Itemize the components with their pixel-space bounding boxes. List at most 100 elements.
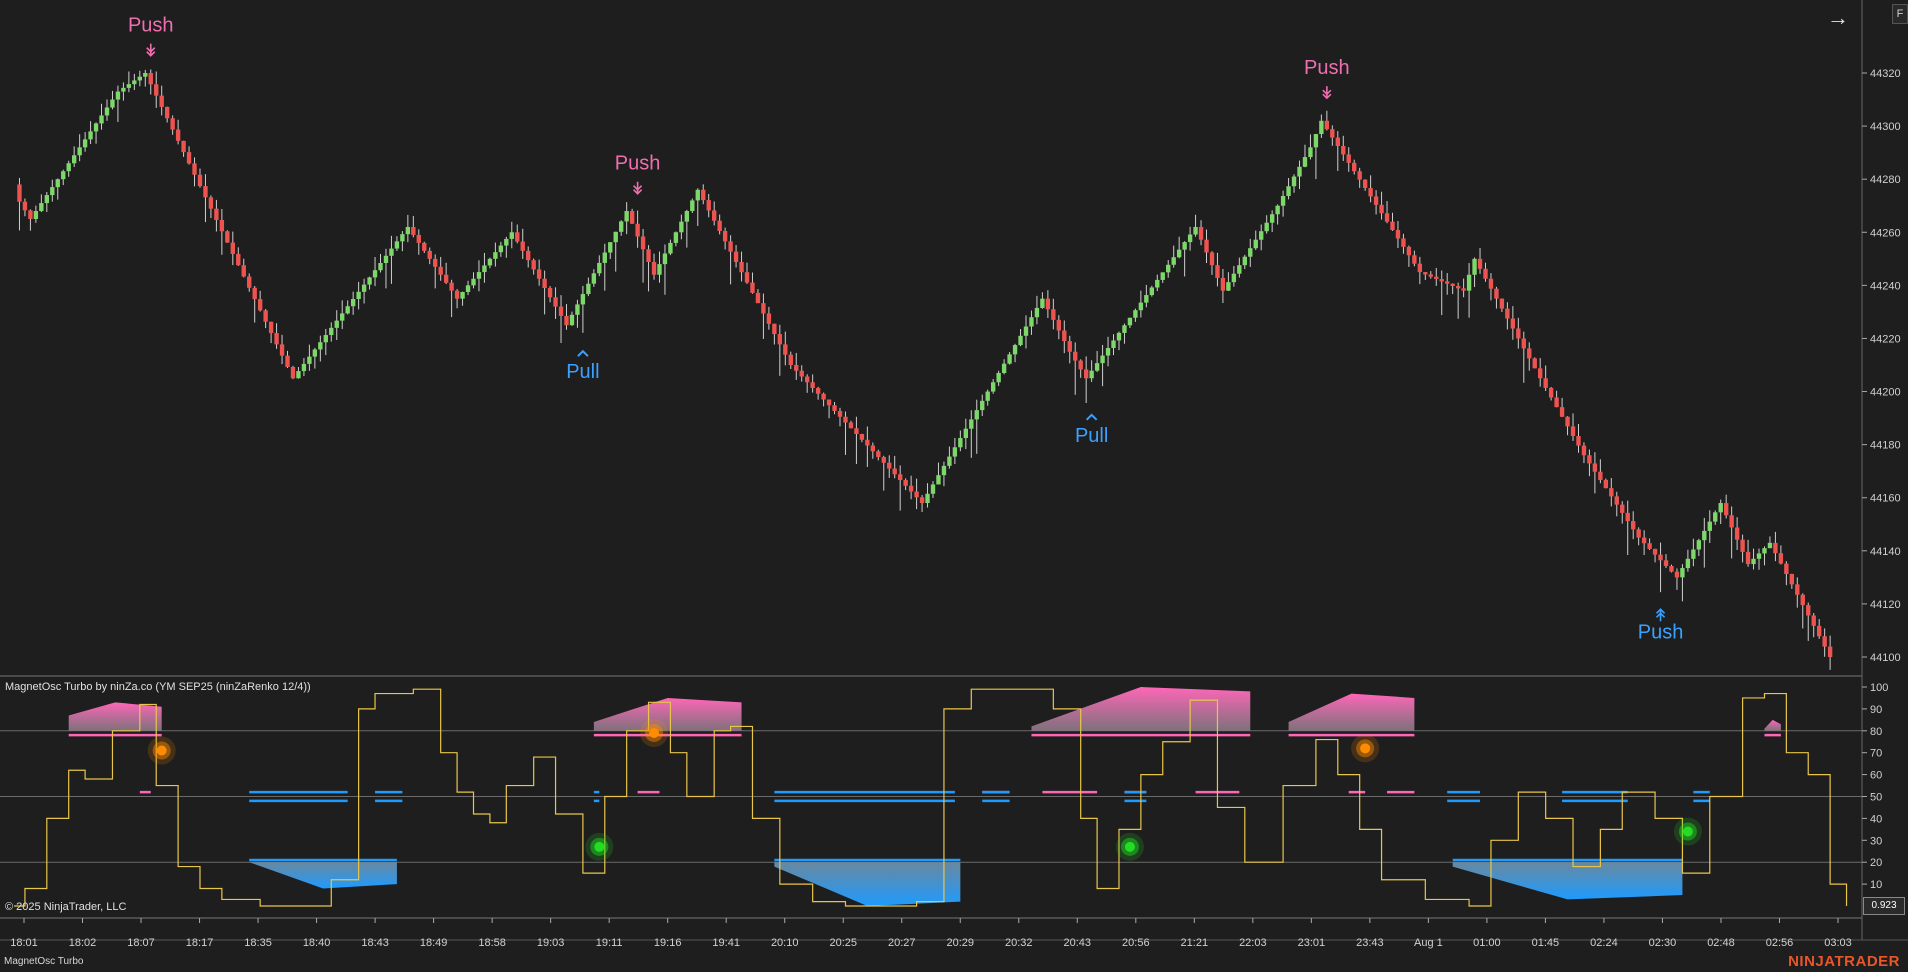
candle-down bbox=[1587, 455, 1592, 464]
candle-up bbox=[383, 255, 389, 263]
candle-down bbox=[154, 84, 159, 96]
candle-down bbox=[744, 272, 750, 283]
candle-up bbox=[930, 484, 936, 494]
candle-up bbox=[340, 313, 345, 321]
time-tick-label: 18:07 bbox=[127, 937, 155, 949]
candle-down bbox=[1745, 551, 1751, 565]
arrow-right-icon[interactable]: → bbox=[1827, 5, 1849, 30]
candle-down bbox=[1510, 318, 1516, 329]
candle-up bbox=[1685, 558, 1691, 569]
f-button[interactable]: F bbox=[1892, 4, 1908, 24]
candle-down bbox=[1045, 298, 1051, 310]
candle-down bbox=[279, 344, 285, 356]
indicator-tab[interactable]: MagnetOsc Turbo bbox=[4, 956, 84, 967]
time-tick-label: 19:41 bbox=[712, 937, 740, 949]
time-tick-label: 19:03 bbox=[537, 937, 565, 949]
magnet-high-zone bbox=[593, 697, 742, 731]
oscillator-panel[interactable] bbox=[0, 687, 1862, 907]
price-tick-label: 44260 bbox=[1870, 227, 1901, 239]
price-axis[interactable]: 44100 44120 44140 44160 44180 44200 44220 44240… bbox=[1862, 68, 1901, 664]
candle-up bbox=[1762, 548, 1767, 554]
candle-up bbox=[969, 419, 974, 429]
candle-down bbox=[777, 334, 783, 345]
candle-up bbox=[597, 262, 602, 274]
candle-up bbox=[1466, 274, 1472, 291]
candle-down bbox=[1417, 263, 1423, 273]
candle-down bbox=[733, 251, 739, 262]
candle-down bbox=[1379, 204, 1384, 214]
candle-up bbox=[1756, 553, 1762, 559]
time-tick-label: 23:01 bbox=[1298, 937, 1326, 949]
candle-down bbox=[1461, 288, 1466, 291]
price-panel[interactable] bbox=[0, 0, 1908, 941]
candle-up bbox=[1105, 348, 1111, 356]
candle-down bbox=[810, 382, 815, 389]
candle-up bbox=[493, 252, 498, 259]
candle-down bbox=[1499, 298, 1505, 309]
candle-down bbox=[1362, 179, 1368, 189]
candle-down bbox=[164, 106, 170, 119]
candle-up bbox=[1707, 521, 1712, 531]
candle-down bbox=[897, 474, 903, 481]
candle-down bbox=[1488, 278, 1494, 289]
candle-down bbox=[1494, 288, 1499, 299]
oscillator-axis[interactable]: 10 20 30 40 50 60 70 80 90 100 bbox=[1862, 682, 1888, 891]
candle-down bbox=[1603, 479, 1609, 489]
candle-up bbox=[1176, 249, 1182, 258]
candle-up bbox=[1259, 231, 1264, 240]
candle-down bbox=[1620, 504, 1625, 513]
indicator-title: MagnetOsc Turbo by ninZa.co (YM SEP25 (n… bbox=[5, 681, 311, 693]
candle-up bbox=[974, 410, 979, 420]
candle-up bbox=[690, 200, 695, 212]
candle-up bbox=[1702, 530, 1707, 541]
candle-down bbox=[826, 399, 832, 406]
candle-up bbox=[137, 76, 143, 81]
candle-up bbox=[99, 115, 104, 124]
candle-up bbox=[126, 84, 132, 88]
candle-up bbox=[1242, 256, 1247, 266]
time-tick-label: 23:43 bbox=[1356, 937, 1384, 949]
candle-down bbox=[843, 416, 848, 423]
price-tick-label: 44280 bbox=[1870, 174, 1901, 186]
time-axis[interactable]: 18:01 18:02 18:07 18:17 18:35 18:40 18:43 18:49… bbox=[10, 918, 1852, 949]
candle-up bbox=[334, 320, 339, 328]
candle-up bbox=[952, 447, 958, 457]
candle-down bbox=[531, 260, 536, 270]
candle-down bbox=[1341, 146, 1346, 155]
candle-up bbox=[1007, 354, 1012, 364]
candle-down bbox=[274, 333, 279, 345]
time-tick-label: 18:01 bbox=[10, 937, 38, 949]
time-tick-label: 19:11 bbox=[596, 937, 623, 949]
candle-down bbox=[1723, 503, 1729, 516]
candle-up bbox=[378, 262, 383, 271]
candle-down bbox=[908, 485, 914, 492]
candle-up bbox=[1253, 239, 1258, 249]
candle-up bbox=[1155, 279, 1160, 288]
candle-down bbox=[739, 261, 744, 273]
candle-down bbox=[821, 393, 826, 400]
osc-tick-label: 90 bbox=[1870, 704, 1882, 716]
candle-down bbox=[443, 274, 449, 283]
time-tick-label: 18:17 bbox=[186, 937, 214, 949]
candle-down bbox=[640, 236, 646, 250]
candle-down bbox=[1527, 348, 1532, 359]
candle-up bbox=[77, 147, 82, 156]
time-tick-label: 01:45 bbox=[1532, 937, 1560, 949]
candle-up bbox=[66, 163, 71, 172]
candle-down bbox=[892, 468, 897, 475]
candle-down bbox=[1554, 397, 1559, 408]
time-tick-label: 02:24 bbox=[1590, 937, 1618, 949]
candle-down bbox=[832, 405, 837, 412]
candle-down bbox=[1521, 338, 1526, 349]
candle-up bbox=[1248, 248, 1253, 257]
candle-down bbox=[1330, 129, 1335, 138]
candle-up bbox=[400, 234, 405, 242]
candle-down bbox=[651, 262, 657, 275]
price-tick-label: 44220 bbox=[1870, 333, 1901, 345]
time-tick-label: 18:58 bbox=[478, 937, 506, 949]
candle-down bbox=[1778, 553, 1784, 564]
price-tick-label: 44320 bbox=[1870, 68, 1901, 80]
time-tick-label: 20:25 bbox=[829, 937, 857, 949]
candle-up bbox=[110, 99, 115, 108]
